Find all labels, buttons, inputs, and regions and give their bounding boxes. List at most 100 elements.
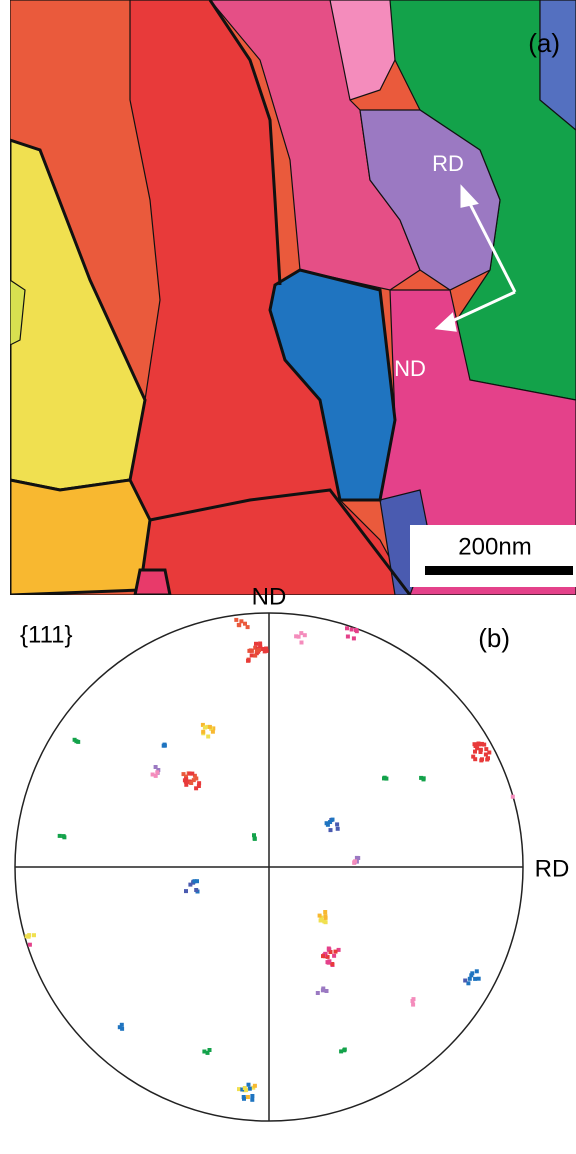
- pole-point: [76, 739, 81, 744]
- pole-point: [244, 1088, 249, 1093]
- boundary: [149, 488, 412, 595]
- pole-point: [188, 882, 193, 887]
- pole-point: [250, 1097, 255, 1102]
- pole-point: [207, 724, 212, 729]
- pole-point: [24, 934, 29, 939]
- scale-bar: [425, 566, 573, 575]
- pole-point: [294, 634, 299, 639]
- pole-point: [241, 1095, 246, 1099]
- pole-point: [202, 1049, 207, 1054]
- pole-point: [482, 742, 487, 747]
- pole-point: [254, 641, 258, 646]
- pole-point: [258, 642, 263, 647]
- grain: [539, 0, 576, 131]
- grain: [10, 279, 26, 346]
- pole-point: [192, 773, 197, 778]
- pole-point: [211, 726, 216, 731]
- pole-point: [335, 822, 340, 827]
- pole-point: [240, 1087, 245, 1092]
- pole-point: [318, 918, 323, 923]
- pole-point: [252, 833, 256, 838]
- pole-point: [57, 833, 62, 838]
- pole-point: [258, 645, 263, 650]
- pole-point: [192, 879, 197, 884]
- pole-point: [349, 627, 354, 632]
- axis-label: ND: [252, 583, 287, 610]
- pole-point: [184, 889, 188, 894]
- pole-point: [382, 776, 386, 781]
- pole-point: [510, 794, 515, 799]
- pole-point: [478, 750, 483, 754]
- panel-label: (b): [478, 623, 510, 653]
- pole-point: [120, 1026, 125, 1031]
- pole-point: [473, 749, 477, 754]
- pole-point: [201, 729, 206, 734]
- pole-point: [342, 1047, 347, 1052]
- pole-point: [150, 772, 155, 777]
- pole-point: [117, 1025, 122, 1030]
- pole-point: [332, 953, 337, 958]
- pole-point: [153, 773, 158, 778]
- pole-point: [325, 954, 330, 959]
- pole-point: [242, 1086, 247, 1090]
- pole-point: [119, 1022, 124, 1027]
- pole-point: [317, 913, 322, 918]
- grain: [10, 478, 152, 595]
- pole-point: [237, 1087, 241, 1092]
- pole-point: [328, 828, 333, 833]
- pole-point: [188, 771, 192, 776]
- pole-point: [248, 648, 253, 653]
- pole-point: [246, 658, 251, 663]
- pole-point: [351, 636, 356, 641]
- arrow-label: ND: [394, 356, 426, 381]
- pole-point: [239, 619, 244, 624]
- pole-point: [323, 915, 328, 920]
- pole-point: [323, 910, 328, 914]
- pole-point: [419, 775, 424, 780]
- pole-point: [246, 1082, 251, 1087]
- pole-point: [245, 1095, 250, 1099]
- pole-point: [324, 989, 329, 993]
- pole-point: [421, 777, 426, 782]
- pole-point: [61, 834, 66, 839]
- pole-point: [243, 621, 247, 626]
- pole-figure: [14, 612, 524, 1122]
- pole-point: [470, 971, 475, 976]
- pole-point: [249, 653, 254, 658]
- pole-point: [194, 888, 199, 892]
- pole-point: [330, 817, 335, 822]
- pole-point: [333, 949, 338, 954]
- pole-point: [479, 742, 484, 747]
- pole-point: [483, 752, 488, 757]
- pole-point: [299, 640, 304, 645]
- pole-point: [162, 742, 167, 747]
- pole-point: [473, 976, 478, 981]
- pole-point: [153, 765, 158, 769]
- pole-point: [196, 784, 201, 788]
- pole-point: [27, 942, 32, 947]
- pole-point: [264, 646, 269, 651]
- pole-point: [257, 648, 262, 652]
- pole-point: [484, 747, 489, 752]
- pole-point: [325, 960, 330, 965]
- pole-point: [345, 634, 350, 639]
- pole-point: [262, 649, 267, 654]
- pole-point: [194, 786, 199, 791]
- pole-point: [478, 747, 483, 752]
- pole-point: [487, 750, 492, 755]
- pole-point: [466, 981, 471, 986]
- boundary: [208, 0, 282, 286]
- pole-point: [253, 645, 258, 650]
- pole-point: [336, 947, 341, 952]
- pole-point: [345, 626, 349, 631]
- arrow-label: RD: [432, 151, 464, 176]
- pole-point: [475, 746, 480, 751]
- pole-point: [32, 933, 36, 938]
- pole-point: [210, 729, 215, 734]
- pole-point: [354, 628, 358, 632]
- pole-point: [321, 986, 326, 991]
- pole-point: [184, 774, 188, 779]
- pole-point: [189, 781, 194, 785]
- pole-point: [197, 781, 202, 786]
